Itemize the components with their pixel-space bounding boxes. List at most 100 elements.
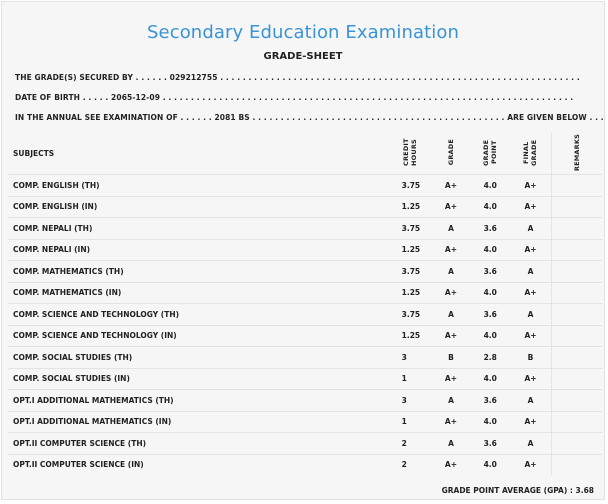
remarks-cell xyxy=(550,367,602,390)
credit-hours-cell: 1.25 xyxy=(401,238,432,261)
grade-cell: A+ xyxy=(431,453,471,475)
grade-point-cell: 4.0 xyxy=(470,281,511,304)
grade-point-cell: 4.0 xyxy=(470,174,511,196)
credit-hours-cell: 1.25 xyxy=(401,281,432,304)
grade-point-cell: 4.0 xyxy=(470,324,511,347)
grade-point-cell: 4.0 xyxy=(470,367,511,390)
table-row: OPT.I ADDITIONAL MATHEMATICS (TH) 3 A 3.6 A xyxy=(8,389,602,411)
subject-cell: COMP. NEPALI (TH) xyxy=(8,217,402,239)
credit-hours-cell: 3.75 xyxy=(401,174,432,196)
remarks-cell xyxy=(550,324,602,347)
final-grade-cell: A xyxy=(510,303,552,325)
credit-hours-cell: 2 xyxy=(401,432,432,454)
subject-cell: COMP. MATHEMATICS (TH) xyxy=(8,260,402,282)
subject-cell: COMP. SOCIAL STUDIES (TH) xyxy=(8,346,402,368)
table-row: COMP. ENGLISH (IN) 1.25 A+ 4.0 A+ xyxy=(8,195,602,218)
credit-hours-cell: 1 xyxy=(401,367,432,390)
subject-cell: OPT.I ADDITIONAL MATHEMATICS (IN) xyxy=(8,410,402,433)
remarks-cell xyxy=(550,217,602,239)
final-grade-cell: A xyxy=(510,389,552,411)
credit-hours-cell: 3 xyxy=(401,389,432,411)
credit-hours-cell: 3.75 xyxy=(401,217,432,239)
grade-point-cell: 3.6 xyxy=(470,260,511,282)
table-row: OPT.II COMPUTER SCIENCE (TH) 2 A 3.6 A xyxy=(8,432,602,454)
subject-cell: COMP. SOCIAL STUDIES (IN) xyxy=(8,367,402,390)
credit-hours-cell: 1.25 xyxy=(401,324,432,347)
remarks-cell xyxy=(550,432,602,454)
final-grade-cell: B xyxy=(510,346,552,368)
grades-table: SUBJECTS CREDIT HOURS GRADE GRADE POINT … xyxy=(8,133,602,475)
header-subjects: SUBJECTS xyxy=(13,149,55,158)
subject-cell: COMP. ENGLISH (TH) xyxy=(8,174,402,196)
subject-cell: COMP. ENGLISH (IN) xyxy=(8,195,402,218)
final-grade-cell: A+ xyxy=(510,281,552,304)
final-grade-cell: A+ xyxy=(510,195,552,218)
grade-point-cell: 3.6 xyxy=(470,389,511,411)
exam-year-line: IN THE ANNUAL SEE EXAMINATION OF . . . .… xyxy=(15,113,604,122)
table-row: COMP. SCIENCE AND TECHNOLOGY (TH) 3.75 A 3.… xyxy=(8,303,602,325)
grade-secured-by-line: THE GRADE(S) SECURED BY . . . . . . 0292… xyxy=(15,73,580,82)
gpa-summary: GRADE POINT AVERAGE (GPA) : 3.68 xyxy=(441,486,594,495)
table-row: COMP. SCIENCE AND TECHNOLOGY (IN) 1.25 A+ 4… xyxy=(8,324,602,347)
table-row: COMP. MATHEMATICS (TH) 3.75 A 3.6 A xyxy=(8,260,602,282)
credit-hours-cell: 3.75 xyxy=(401,303,432,325)
exam-title: Secondary Education Examination xyxy=(147,22,459,43)
remarks-cell xyxy=(550,410,602,433)
subject-cell: OPT.II COMPUTER SCIENCE (TH) xyxy=(8,432,402,454)
final-grade-cell: A xyxy=(510,260,552,282)
final-grade-cell: A+ xyxy=(510,367,552,390)
final-grade-cell: A+ xyxy=(510,453,552,475)
header-grade: GRADE xyxy=(446,139,455,166)
grade-point-cell: 4.0 xyxy=(470,453,511,475)
subject-cell: OPT.I ADDITIONAL MATHEMATICS (TH) xyxy=(8,389,402,411)
table-header-row: SUBJECTS CREDIT HOURS GRADE GRADE POINT … xyxy=(8,133,602,175)
subject-cell: OPT.II COMPUTER SCIENCE (IN) xyxy=(8,453,402,475)
subject-cell: COMP. SCIENCE AND TECHNOLOGY (TH) xyxy=(8,303,402,325)
grade-point-cell: 2.8 xyxy=(470,346,511,368)
grade-point-cell: 3.6 xyxy=(470,432,511,454)
table-row: COMP. SOCIAL STUDIES (IN) 1 A+ 4.0 A+ xyxy=(8,367,602,390)
grade-cell: A xyxy=(431,217,471,239)
remarks-cell xyxy=(550,281,602,304)
header-credit-hours: CREDIT HOURS xyxy=(401,138,418,167)
remarks-cell xyxy=(550,195,602,218)
grade-cell: A+ xyxy=(431,174,471,196)
sheet-subtitle: GRADE-SHEET xyxy=(263,51,343,62)
final-grade-cell: A+ xyxy=(510,410,552,433)
table-row: OPT.I ADDITIONAL MATHEMATICS (IN) 1 A+ 4.0 A… xyxy=(8,410,602,433)
grade-cell: A+ xyxy=(431,281,471,304)
grade-point-cell: 3.6 xyxy=(470,217,511,239)
remarks-cell xyxy=(550,238,602,261)
credit-hours-cell: 3.75 xyxy=(401,260,432,282)
header-remarks: REMARKS xyxy=(550,133,602,175)
table-row: COMP. NEPALI (IN) 1.25 A+ 4.0 A+ xyxy=(8,238,602,261)
grade-cell: A xyxy=(431,389,471,411)
final-grade-cell: A+ xyxy=(510,324,552,347)
grade-point-cell: 4.0 xyxy=(470,410,511,433)
final-grade-cell: A+ xyxy=(510,174,552,196)
remarks-cell xyxy=(550,174,602,196)
header-grade-point: GRADE POINT xyxy=(482,139,499,166)
table-row: COMP. SOCIAL STUDIES (TH) 3 B 2.8 B xyxy=(8,346,602,368)
table-row: COMP. ENGLISH (TH) 3.75 A+ 4.0 A+ xyxy=(8,174,602,196)
final-grade-cell: A xyxy=(510,217,552,239)
remarks-cell xyxy=(550,260,602,282)
grade-cell: A xyxy=(431,260,471,282)
final-grade-cell: A+ xyxy=(510,238,552,261)
date-of-birth-line: DATE OF BIRTH . . . . . 2065-12-09 . . .… xyxy=(15,93,574,102)
credit-hours-cell: 3 xyxy=(401,346,432,368)
subject-cell: COMP. NEPALI (IN) xyxy=(8,238,402,261)
grade-cell: A xyxy=(431,432,471,454)
grade-cell: A xyxy=(431,303,471,325)
final-grade-cell: A xyxy=(510,432,552,454)
grade-cell: A+ xyxy=(431,238,471,261)
remarks-cell xyxy=(550,346,602,368)
grade-point-cell: 4.0 xyxy=(470,238,511,261)
remarks-cell xyxy=(550,303,602,325)
grade-cell: A+ xyxy=(431,324,471,347)
credit-hours-cell: 1 xyxy=(401,410,432,433)
table-row: COMP. NEPALI (TH) 3.75 A 3.6 A xyxy=(8,217,602,239)
grade-cell: A+ xyxy=(431,195,471,218)
remarks-cell xyxy=(550,389,602,411)
subject-cell: COMP. MATHEMATICS (IN) xyxy=(8,281,402,304)
